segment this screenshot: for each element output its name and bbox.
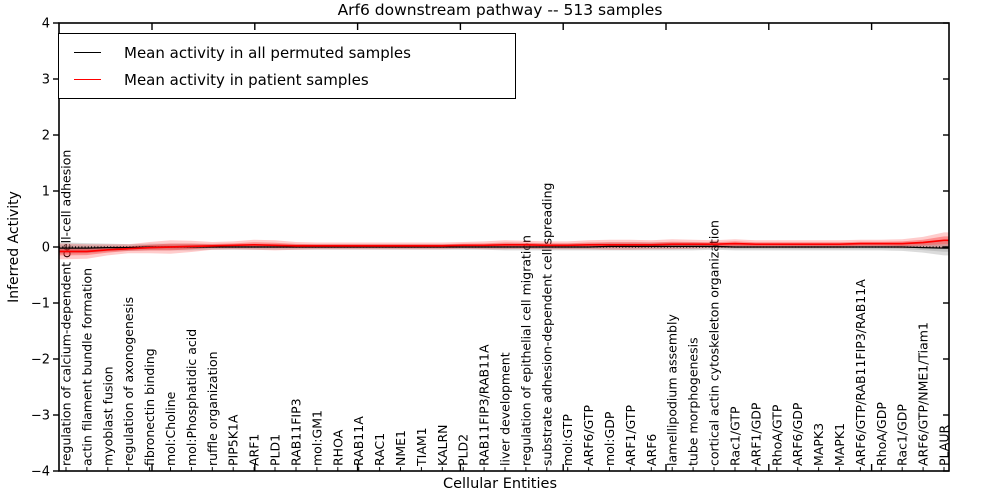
x-category-label: Rac1/GTP — [728, 406, 743, 466]
y-tick-label: −3 — [31, 409, 50, 424]
legend: Mean activity in all permuted samples Me… — [58, 33, 516, 99]
legend-label-patient: Mean activity in patient samples — [124, 70, 369, 89]
y-tick-label: 2 — [42, 129, 50, 144]
x-category-label: PLD2 — [456, 434, 471, 466]
x-category-label: ARF1/GTP — [623, 405, 638, 466]
x-category-label: PLAUR — [937, 425, 952, 466]
x-category-label: regulation of calcium-dependent cell-cel… — [59, 150, 74, 466]
x-category-label: KALRN — [435, 424, 450, 466]
x-category-label: ARF6/GDP — [790, 402, 805, 466]
x-category-label: mol:Phosphatidic acid — [184, 329, 199, 466]
x-category-label: mol:Choline — [163, 391, 178, 466]
legend-line-permuted — [74, 52, 101, 53]
y-tick-label: 4 — [42, 17, 50, 32]
y-tick-label: −2 — [31, 353, 50, 368]
x-category-label: actin filament bundle formation — [79, 268, 94, 466]
x-axis-label: Cellular Entities — [442, 476, 558, 492]
patient-band-inner — [59, 236, 949, 256]
chart-title: Arf6 downstream pathway -- 513 samples — [337, 1, 663, 19]
x-category-label: NME1 — [393, 430, 408, 466]
x-category-label: ARF1 — [247, 434, 262, 466]
legend-label-permuted: Mean activity in all permuted samples — [124, 43, 411, 62]
x-category-label: ruffle organization — [205, 351, 220, 466]
y-tick-label: −4 — [31, 465, 50, 480]
x-category-label: PIP5K1A — [226, 414, 241, 466]
legend-item-permuted: Mean activity in all permuted samples — [59, 39, 515, 66]
legend-item-patient: Mean activity in patient samples — [59, 66, 515, 93]
x-category-label: RhoA/GTP — [769, 404, 784, 466]
x-category-label: Rac1/GDP — [895, 404, 910, 466]
x-category-label: lamellipodium assembly — [665, 314, 680, 466]
x-category-label: ARF6/GTP/RAB11FIP3/RAB11A — [853, 279, 868, 466]
x-category-label: RHOA — [330, 429, 345, 466]
y-tick-label: 1 — [42, 185, 50, 200]
y-tick-label: 0 — [42, 241, 50, 256]
x-category-label: RhoA/GDP — [874, 402, 889, 466]
x-category-label: mol:GTP — [560, 414, 575, 466]
x-category-label: RAC1 — [372, 433, 387, 466]
x-category-label: ARF6 — [644, 434, 659, 466]
x-category-label: regulation of epithelial cell migration — [518, 235, 533, 466]
x-category-label: ARF6/GTP — [581, 405, 596, 466]
x-category-label: ARF1/GDP — [748, 402, 763, 466]
patient-band-outer — [59, 232, 949, 260]
x-category-label: regulation of axonogenesis — [121, 297, 136, 466]
x-category-label: substrate adhesion-dependent cell spread… — [539, 183, 554, 466]
x-category-label: RAB11FIP3/RAB11A — [477, 344, 492, 466]
legend-line-patient — [74, 79, 101, 80]
y-tick-label: −1 — [31, 297, 50, 312]
x-category-label: liver development — [498, 352, 513, 466]
x-category-label: mol:GDP — [602, 411, 617, 466]
x-category-label: tube morphogenesis — [686, 337, 701, 466]
x-category-label: RAB11FIP3 — [289, 398, 304, 466]
x-category-label: ARF6/GTP/NME1/Tiam1 — [916, 322, 931, 466]
x-category-label: mol:GM1 — [309, 410, 324, 466]
x-category-label: MAPK1 — [832, 423, 847, 466]
x-category-label: MAPK3 — [811, 423, 826, 466]
x-category-label: PLD1 — [268, 434, 283, 466]
y-tick-label: 3 — [42, 73, 50, 88]
patient-mean-line — [59, 239, 949, 253]
x-category-label: myoblast fusion — [100, 366, 115, 466]
x-category-label: RAB11A — [351, 416, 366, 466]
x-category-label: cortical actin cytoskeleton organization — [707, 220, 722, 466]
x-category-label: TIAM1 — [414, 427, 429, 467]
x-category-label: fibronectin binding — [142, 348, 157, 466]
